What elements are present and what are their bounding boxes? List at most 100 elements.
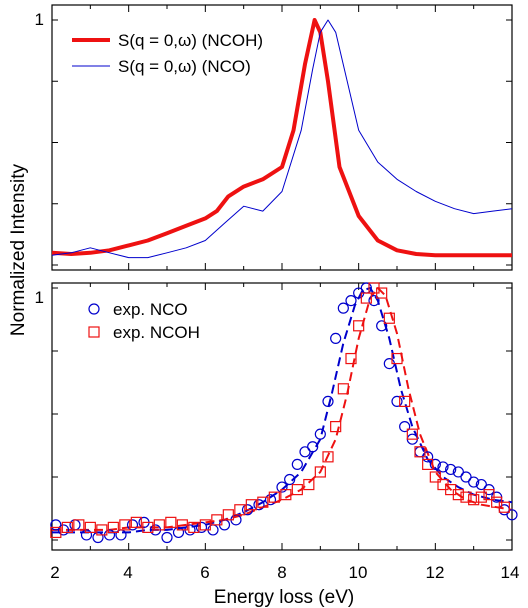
top-panel-series <box>51 18 513 259</box>
data-point-circle <box>345 295 357 307</box>
data-point-square <box>303 478 315 491</box>
data-point-circle <box>322 395 334 407</box>
data-point-circle <box>429 458 441 470</box>
data-point-square <box>498 501 510 513</box>
data-point-circle <box>299 446 311 458</box>
top-legend: S(q = 0,ω) (NCOH) S(q = 0,ω) (NCO) <box>72 31 263 76</box>
data-point-square <box>61 521 73 534</box>
data-point-square <box>130 516 142 528</box>
data-point-square <box>468 494 480 506</box>
x-tick-label: 14 <box>501 563 520 582</box>
x-tick-label: 2 <box>50 563 59 582</box>
data-point-circle <box>437 461 449 473</box>
data-point-square <box>483 489 495 501</box>
data-point-square <box>268 491 280 503</box>
bottom-panel-series <box>50 282 518 544</box>
data-point-square <box>142 521 154 534</box>
data-point-square <box>360 292 372 304</box>
data-point-square <box>314 466 326 478</box>
data-point-square <box>429 471 441 483</box>
data-point-circle <box>506 509 518 521</box>
data-point-square <box>188 521 200 534</box>
x-tick-label: 6 <box>200 563 209 582</box>
data-point-square <box>376 287 388 299</box>
x-tick-label: 10 <box>349 563 368 582</box>
data-point-square <box>50 526 62 539</box>
data-point-square <box>107 521 119 534</box>
data-point-square <box>96 524 108 536</box>
bottom-panel-ticks <box>51 283 513 550</box>
data-point-circle <box>445 463 457 476</box>
data-point-square <box>475 491 487 503</box>
data-point-square <box>245 499 257 511</box>
legend-label-exp-nco: exp. NCO <box>113 300 188 319</box>
legend-label-ncoh: S(q = 0,ω) (NCOH) <box>118 31 263 50</box>
legend-marker-square <box>88 326 100 338</box>
top-y-tick-label: 1 <box>35 10 44 29</box>
data-point-square <box>391 352 403 365</box>
data-point-square <box>234 504 246 516</box>
data-point-circle <box>161 531 173 544</box>
data-point-circle <box>307 441 319 453</box>
data-point-circle <box>368 295 380 307</box>
data-point-square <box>406 428 418 440</box>
data-point-square <box>84 521 96 534</box>
data-point-square <box>399 395 411 407</box>
x-tick-label: 8 <box>277 563 286 582</box>
x-axis-title: Energy loss (eV) <box>214 587 354 608</box>
data-point-square <box>460 491 472 503</box>
data-point-circle <box>276 481 288 493</box>
legend-label-exp-ncoh: exp. NCOH <box>113 323 200 342</box>
data-point-circle <box>314 428 326 440</box>
data-point-circle <box>195 521 208 534</box>
data-point-square <box>337 383 349 395</box>
data-point-circle <box>80 529 93 541</box>
data-point-square <box>330 421 342 433</box>
data-point-square <box>199 519 211 531</box>
data-point-square <box>291 484 303 496</box>
data-point-circle <box>69 519 81 531</box>
data-point-square <box>422 458 434 470</box>
bottom-legend: exp. NCO exp. NCOH <box>88 300 200 342</box>
data-point-circle <box>57 524 70 536</box>
y-axis-title: Normalized Intensity <box>8 163 29 336</box>
data-point-circle <box>92 531 104 544</box>
data-point-square <box>165 516 177 528</box>
data-point-square <box>452 489 464 501</box>
data-point-circle <box>253 499 265 511</box>
data-point-square <box>153 519 165 531</box>
data-point-circle <box>126 519 139 531</box>
data-point-circle <box>475 478 487 491</box>
data-point-square <box>73 519 85 531</box>
data-point-circle <box>115 529 127 541</box>
data-point-square <box>322 451 334 463</box>
legend-label-nco: S(q = 0,ω) (NCO) <box>118 57 251 76</box>
data-point-circle <box>452 466 464 478</box>
series-line-nco <box>51 19 513 259</box>
data-point-circle <box>50 519 62 531</box>
data-point-circle <box>376 320 388 332</box>
data-point-circle <box>468 476 480 488</box>
data-point-square <box>353 320 365 332</box>
data-point-square <box>345 352 357 365</box>
x-tick-label: 12 <box>426 563 445 582</box>
top-panel-ticks <box>51 5 513 270</box>
data-point-circle <box>391 395 403 407</box>
bottom-y-tick-label: 1 <box>35 288 44 307</box>
data-point-square <box>211 514 223 526</box>
data-point-circle <box>399 421 411 433</box>
x-tick-label: 4 <box>123 563 132 582</box>
data-point-circle <box>264 494 277 506</box>
data-point-square <box>280 489 292 501</box>
data-point-square <box>119 519 131 531</box>
data-point-circle <box>460 471 472 483</box>
data-point-square <box>414 446 426 458</box>
data-point-square <box>257 496 269 508</box>
data-point-circle <box>330 332 342 344</box>
data-point-square <box>383 312 395 324</box>
data-point-circle <box>291 458 303 470</box>
data-point-square <box>176 519 188 531</box>
data-point-circle <box>172 526 185 539</box>
data-point-square <box>222 509 234 521</box>
